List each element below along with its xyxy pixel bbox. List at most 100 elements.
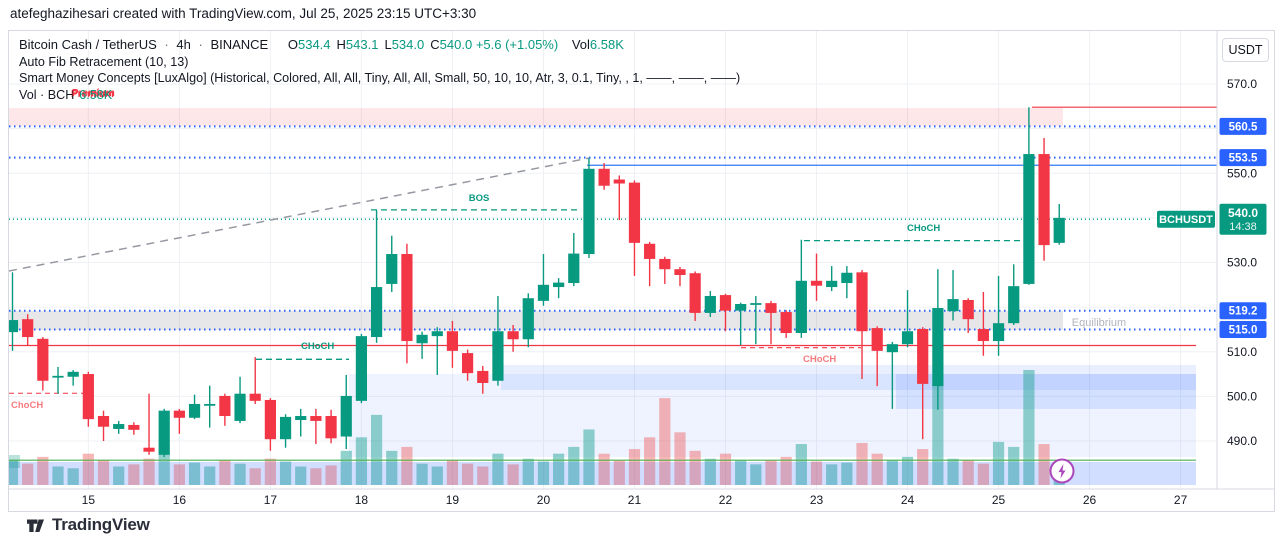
candle-body bbox=[522, 298, 534, 340]
volume-indicator-value: 6.58K bbox=[79, 87, 113, 102]
demand-box-2 bbox=[501, 365, 1196, 390]
price-level-badge bbox=[1219, 149, 1267, 167]
time-tick: 26 bbox=[1083, 493, 1097, 507]
volume-bar bbox=[1038, 444, 1050, 485]
candle-body bbox=[325, 416, 337, 439]
candle-body bbox=[234, 393, 246, 421]
premium-zone bbox=[9, 108, 1063, 126]
price-tick: 550.0 bbox=[1227, 166, 1257, 180]
volume-bar bbox=[143, 458, 155, 485]
candle-body bbox=[492, 331, 504, 381]
volume-bar bbox=[537, 461, 550, 485]
candle-body bbox=[219, 395, 231, 417]
candle-body bbox=[173, 410, 185, 418]
volume-bar bbox=[583, 429, 595, 485]
volume-bar bbox=[492, 453, 504, 485]
candle-body bbox=[97, 416, 110, 427]
volume-bar bbox=[553, 453, 565, 485]
volume-bar bbox=[992, 441, 1005, 485]
time-tick: 17 bbox=[264, 493, 278, 507]
candle-body bbox=[598, 168, 610, 186]
volume-bar bbox=[67, 468, 79, 485]
chart-canvas[interactable]: Premium BOS CHoCH CHoCH CHoCH ChoCH Equilibriu… bbox=[9, 31, 1274, 511]
high-value: 543.1 bbox=[345, 37, 379, 52]
volume-bar bbox=[386, 450, 398, 485]
price-level-badge bbox=[1219, 320, 1267, 338]
annotation-label: CHoCH bbox=[907, 223, 940, 234]
chart-legend: Bitcoin Cash / TetherUS · 4h · BINANCE O… bbox=[19, 37, 740, 103]
time-tick: 25 bbox=[992, 493, 1006, 507]
volume-bar bbox=[295, 466, 307, 485]
time-tick: 21 bbox=[628, 493, 642, 507]
legend-indicator-volume[interactable]: Vol · BCH Premium 6.58K bbox=[19, 87, 740, 104]
candle-body bbox=[992, 323, 1005, 342]
volume-bar bbox=[841, 462, 853, 485]
tradingview-logo-text: TradingView bbox=[52, 515, 150, 534]
bottom-box-overlay bbox=[9, 462, 1196, 485]
trendline bbox=[9, 157, 590, 272]
interval-label[interactable]: 4h bbox=[176, 37, 191, 52]
volume-bar bbox=[765, 460, 777, 485]
volume-bar bbox=[188, 462, 201, 485]
volume-bar bbox=[568, 446, 580, 485]
change-value: +5.6 (+1.05%) bbox=[475, 37, 559, 52]
currency-toggle-button[interactable]: USDT bbox=[1222, 38, 1269, 62]
close-value: 540.0 bbox=[439, 37, 473, 52]
svg-text:540.0: 540.0 bbox=[1228, 206, 1258, 220]
volume-bar bbox=[947, 458, 959, 485]
annotation-label: ChoCH bbox=[11, 400, 43, 411]
time-axis[interactable]: 15 16 17 18 19 20 21 22 23 24 25 26 27 bbox=[82, 493, 1188, 507]
volume-bar bbox=[401, 446, 413, 485]
symbol-title[interactable]: Bitcoin Cash / TetherUS bbox=[19, 37, 157, 52]
candle-body bbox=[370, 287, 383, 338]
volume-bar bbox=[795, 444, 807, 485]
candle-body bbox=[962, 299, 974, 320]
legend-indicator-smc[interactable]: Smart Money Concepts [LuxAlgo] (Historic… bbox=[19, 71, 741, 85]
boost-button[interactable] bbox=[1049, 458, 1075, 484]
candle-body bbox=[1038, 154, 1050, 246]
svg-text:519.2: 519.2 bbox=[1229, 306, 1258, 318]
tradingview-logo[interactable]: TradingView bbox=[26, 515, 150, 535]
close-label: C bbox=[430, 37, 440, 52]
volume-indicator-label: Vol · BCH bbox=[19, 87, 75, 102]
volume-bar bbox=[598, 453, 610, 485]
candle-body bbox=[704, 295, 716, 313]
low-label: L bbox=[384, 37, 392, 52]
legend-indicator-autofib[interactable]: Auto Fib Retracement (10, 13) bbox=[19, 54, 189, 69]
volume-bar bbox=[477, 466, 489, 485]
volume-bar bbox=[1023, 370, 1035, 485]
volume-bar bbox=[507, 464, 519, 485]
last-price-badge bbox=[1219, 203, 1267, 235]
volume-bar bbox=[431, 466, 443, 485]
time-tick: 20 bbox=[537, 493, 551, 507]
candle-body bbox=[977, 328, 989, 342]
high-label: H bbox=[336, 37, 346, 52]
time-tick: 16 bbox=[173, 493, 187, 507]
volume-bar bbox=[416, 463, 428, 485]
candle-body bbox=[52, 375, 64, 378]
candle-body bbox=[750, 303, 762, 305]
legend-symbol-row[interactable]: Bitcoin Cash / TetherUS · 4h · BINANCE O… bbox=[19, 37, 740, 54]
candle-body bbox=[674, 269, 686, 275]
volume-bar bbox=[219, 460, 231, 485]
smc-labels: Premium BOS CHoCH CHoCH CHoCH ChoCH Equilibriu… bbox=[11, 89, 1126, 411]
candle-body bbox=[295, 416, 307, 421]
volume-label: Vol bbox=[571, 37, 590, 52]
candle-body bbox=[355, 336, 368, 401]
time-tick: 24 bbox=[901, 493, 915, 507]
candle-body bbox=[264, 399, 276, 440]
volume-bar bbox=[628, 449, 641, 485]
price-level-badge bbox=[1219, 302, 1267, 320]
volume-bar bbox=[674, 432, 686, 485]
volume-bar bbox=[719, 453, 732, 485]
demand-box-1 bbox=[349, 374, 1196, 457]
volume-bar bbox=[689, 450, 701, 485]
svg-text:560.5: 560.5 bbox=[1229, 121, 1258, 133]
candle-body bbox=[810, 280, 823, 286]
candle-body bbox=[37, 338, 49, 381]
svg-text:BCHUSDT: BCHUSDT bbox=[1159, 214, 1213, 226]
price-axis[interactable]: 570.0 550.0 530.0 510.0 500.0 490.0 560.5 553.5… bbox=[9, 31, 1274, 490]
candle-body bbox=[735, 304, 747, 311]
volume-bar bbox=[780, 456, 792, 485]
volume-bar bbox=[462, 463, 474, 485]
